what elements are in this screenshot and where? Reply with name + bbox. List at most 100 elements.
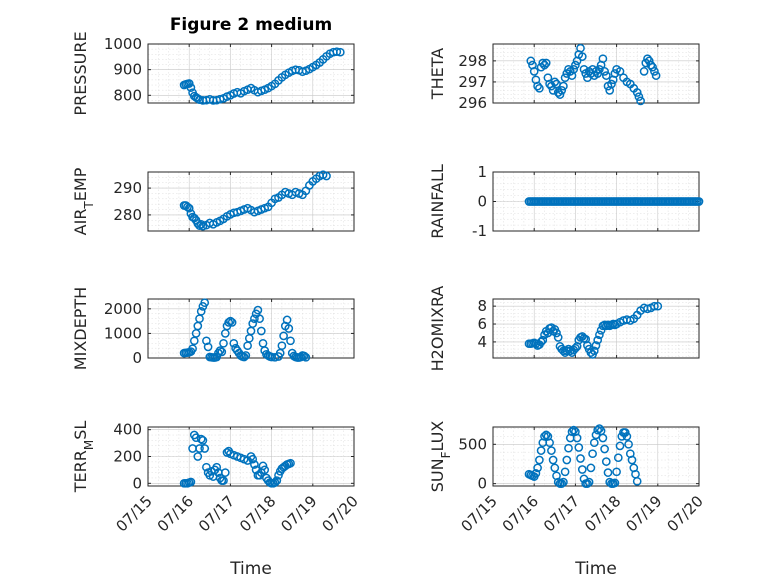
data-point xyxy=(595,424,604,433)
y-tick-label: 8 xyxy=(477,297,487,315)
data-point xyxy=(533,463,542,473)
data-point xyxy=(202,462,211,472)
data-point xyxy=(571,343,580,353)
data-series xyxy=(524,424,642,488)
data-point xyxy=(227,318,237,327)
data-point xyxy=(335,47,345,57)
y-tick-label: 0 xyxy=(132,349,142,367)
data-point xyxy=(612,467,621,477)
axes-box xyxy=(147,426,355,487)
data-point xyxy=(552,328,561,338)
data-point xyxy=(196,219,206,229)
data-point xyxy=(277,341,287,351)
data-point xyxy=(622,432,632,441)
subplot-5: 0 1000 2000 MIXDEPTH xyxy=(71,287,355,370)
y-tick-label: 290 xyxy=(113,179,142,197)
y-tick-label: 298 xyxy=(458,52,487,70)
data-point xyxy=(574,443,584,452)
y-tick-label: 0 xyxy=(477,475,487,493)
data-point xyxy=(203,342,213,352)
figure-title: Figure 2 medium xyxy=(170,15,332,35)
data-point xyxy=(588,449,597,459)
data-point xyxy=(196,306,206,316)
data-point xyxy=(584,477,594,487)
data-point xyxy=(531,469,541,478)
x-tick-label: 07/18 xyxy=(236,492,279,535)
data-point xyxy=(595,64,604,74)
data-point xyxy=(196,434,206,444)
data-point xyxy=(600,444,609,454)
data-series xyxy=(179,430,295,488)
y-tick-label: 0 xyxy=(132,474,142,492)
data-point xyxy=(646,60,656,70)
y-tick-label: 2000 xyxy=(104,300,142,318)
data-point xyxy=(286,336,295,346)
data-point xyxy=(613,453,623,463)
data-point xyxy=(536,337,546,347)
data-point xyxy=(545,438,554,448)
data-point xyxy=(653,301,663,311)
data-point xyxy=(529,67,539,76)
data-point xyxy=(593,335,603,345)
data-point xyxy=(248,454,258,464)
data-point xyxy=(610,69,620,78)
data-point xyxy=(198,436,208,445)
data-point xyxy=(219,338,228,348)
data-point xyxy=(535,83,544,93)
data-series xyxy=(179,47,345,105)
data-point xyxy=(615,441,625,451)
x-tick-label: 07/17 xyxy=(195,492,238,535)
data-point xyxy=(694,197,704,206)
data-point xyxy=(550,463,560,473)
data-point xyxy=(636,96,645,106)
data-point xyxy=(562,455,572,465)
data-point xyxy=(603,468,613,477)
data-point xyxy=(215,346,225,355)
data-point xyxy=(634,92,644,102)
data-point xyxy=(533,81,542,91)
data-point xyxy=(248,319,258,328)
x-axis-label: Time xyxy=(574,559,617,579)
y-axis-label: MIXDEPTH xyxy=(71,287,90,370)
data-point xyxy=(526,56,536,66)
y-tick-label: 296 xyxy=(458,94,487,112)
y-axis-label: AIRTEMP xyxy=(71,167,96,235)
y-tick-label: 4 xyxy=(477,333,487,351)
axes-box xyxy=(147,171,355,232)
data-point xyxy=(627,455,637,465)
data-point xyxy=(583,479,592,488)
data-point xyxy=(541,430,551,440)
y-tick-label: 1 xyxy=(477,163,487,181)
data-point xyxy=(632,476,642,486)
x-tick-label: 07/17 xyxy=(540,492,583,535)
data-point xyxy=(284,324,294,333)
data-point xyxy=(258,461,268,471)
data-point xyxy=(541,58,551,68)
axes-box xyxy=(492,43,700,104)
data-point xyxy=(553,333,563,342)
axes-box xyxy=(147,43,355,104)
data-point xyxy=(279,331,288,341)
data-point xyxy=(559,477,568,487)
y-tick-label: 500 xyxy=(458,435,487,453)
data-point xyxy=(270,478,280,487)
data-point xyxy=(651,71,661,80)
y-tick-label: 297 xyxy=(458,73,487,91)
data-point xyxy=(255,314,264,324)
data-point xyxy=(550,77,560,87)
data-point xyxy=(591,341,601,350)
data-point xyxy=(576,454,585,463)
data-point xyxy=(219,476,228,485)
data-point xyxy=(586,463,596,473)
data-point xyxy=(241,351,251,360)
data-point xyxy=(188,344,197,354)
data-point xyxy=(217,347,227,357)
data-point xyxy=(598,54,608,64)
data-point xyxy=(200,298,210,308)
data-point xyxy=(564,443,573,453)
data-series xyxy=(526,43,661,106)
data-series xyxy=(179,298,311,362)
data-point xyxy=(643,54,652,64)
